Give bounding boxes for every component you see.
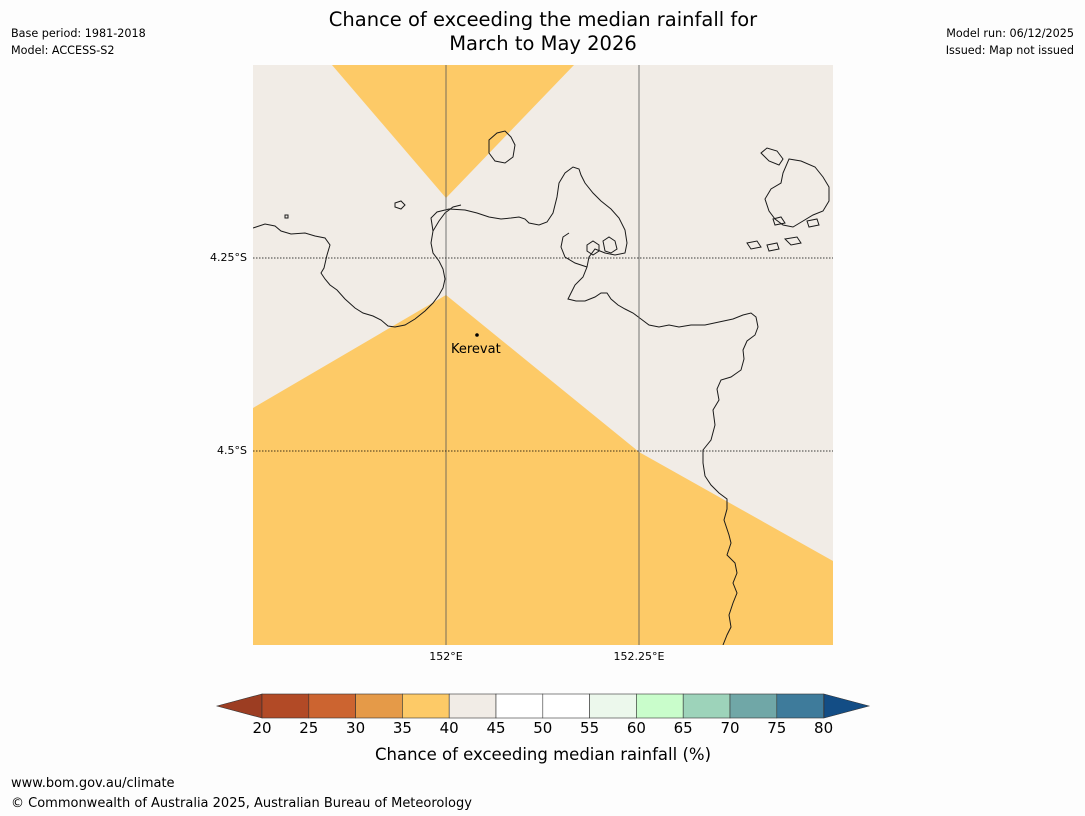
colorbar-cell	[589, 693, 637, 719]
lon-label-152: 152°E	[429, 650, 463, 663]
colorbar-low-extend	[215, 693, 263, 719]
map-title: Chance of exceeding the median rainfall …	[243, 8, 843, 56]
colorbar-tick-label: 25	[299, 719, 319, 737]
issued-text: Issued: Map not issued	[945, 44, 1074, 57]
colorbar-tick-label: 40	[439, 719, 459, 737]
colorbar-cell	[729, 693, 778, 719]
base-period-text: Base period: 1981-2018	[11, 27, 146, 40]
colorbar-tick-label: 30	[346, 719, 366, 737]
title-line-1: Chance of exceeding the median rainfall …	[328, 8, 758, 31]
colorbar-cell	[308, 693, 356, 719]
colorbar-tick-label: 60	[626, 719, 646, 737]
forecast-band-35-40-south	[253, 295, 833, 645]
colorbar-label: Chance of exceeding median rainfall (%)	[374, 745, 712, 764]
colorbar-tick-label: 80	[814, 719, 834, 737]
coastline	[253, 130, 830, 645]
colorbar-tick-label: 35	[392, 719, 412, 737]
town-marker-kerevat	[475, 333, 479, 337]
colorbar-tick-label: 55	[580, 719, 600, 737]
colorbar-high-extend	[823, 693, 871, 719]
colorbar-cell	[355, 693, 403, 719]
colorbar-cell	[495, 693, 544, 719]
model-text: Model: ACCESS-S2	[11, 44, 115, 57]
town-label-kerevat: Kerevat	[451, 342, 501, 357]
legend-colorbar	[215, 692, 871, 720]
colorbar-cell	[448, 693, 497, 719]
colorbar-cell	[682, 693, 731, 719]
forecast-band-35-40-north	[332, 65, 574, 198]
map-svg	[253, 65, 833, 645]
colorbar-tick-label: 20	[252, 719, 272, 737]
colorbar-cell	[261, 693, 310, 719]
colorbar-svg	[215, 693, 871, 719]
title-line-2: March to May 2026	[449, 32, 637, 55]
colorbar-tick-label: 70	[720, 719, 740, 737]
colorbar-tick-label: 75	[767, 719, 787, 737]
footer-url: www.bom.gov.au/climate	[11, 776, 175, 791]
colorbar-cell	[636, 693, 684, 719]
colorbar-tick-label: 65	[673, 719, 693, 737]
colorbar-cell	[402, 693, 450, 719]
lon-label-152-25: 152.25°E	[613, 650, 665, 663]
model-run-text: Model run: 06/12/2025	[946, 27, 1074, 40]
colorbar-tick-label: 45	[486, 719, 506, 737]
colorbar-cell	[776, 693, 824, 719]
lat-label-4-5: 4.5°S	[217, 444, 247, 457]
colorbar-tick-label: 50	[533, 719, 553, 737]
map-panel	[253, 65, 833, 645]
lat-label-4-25: 4.25°S	[210, 251, 247, 264]
footer-copyright: © Commonwealth of Australia 2025, Austra…	[11, 796, 472, 811]
colorbar-cell	[542, 693, 590, 719]
meta-right: Model run: 06/12/2025 Issued: Map not is…	[946, 25, 1074, 59]
meta-left: Base period: 1981-2018 Model: ACCESS-S2	[11, 25, 146, 59]
